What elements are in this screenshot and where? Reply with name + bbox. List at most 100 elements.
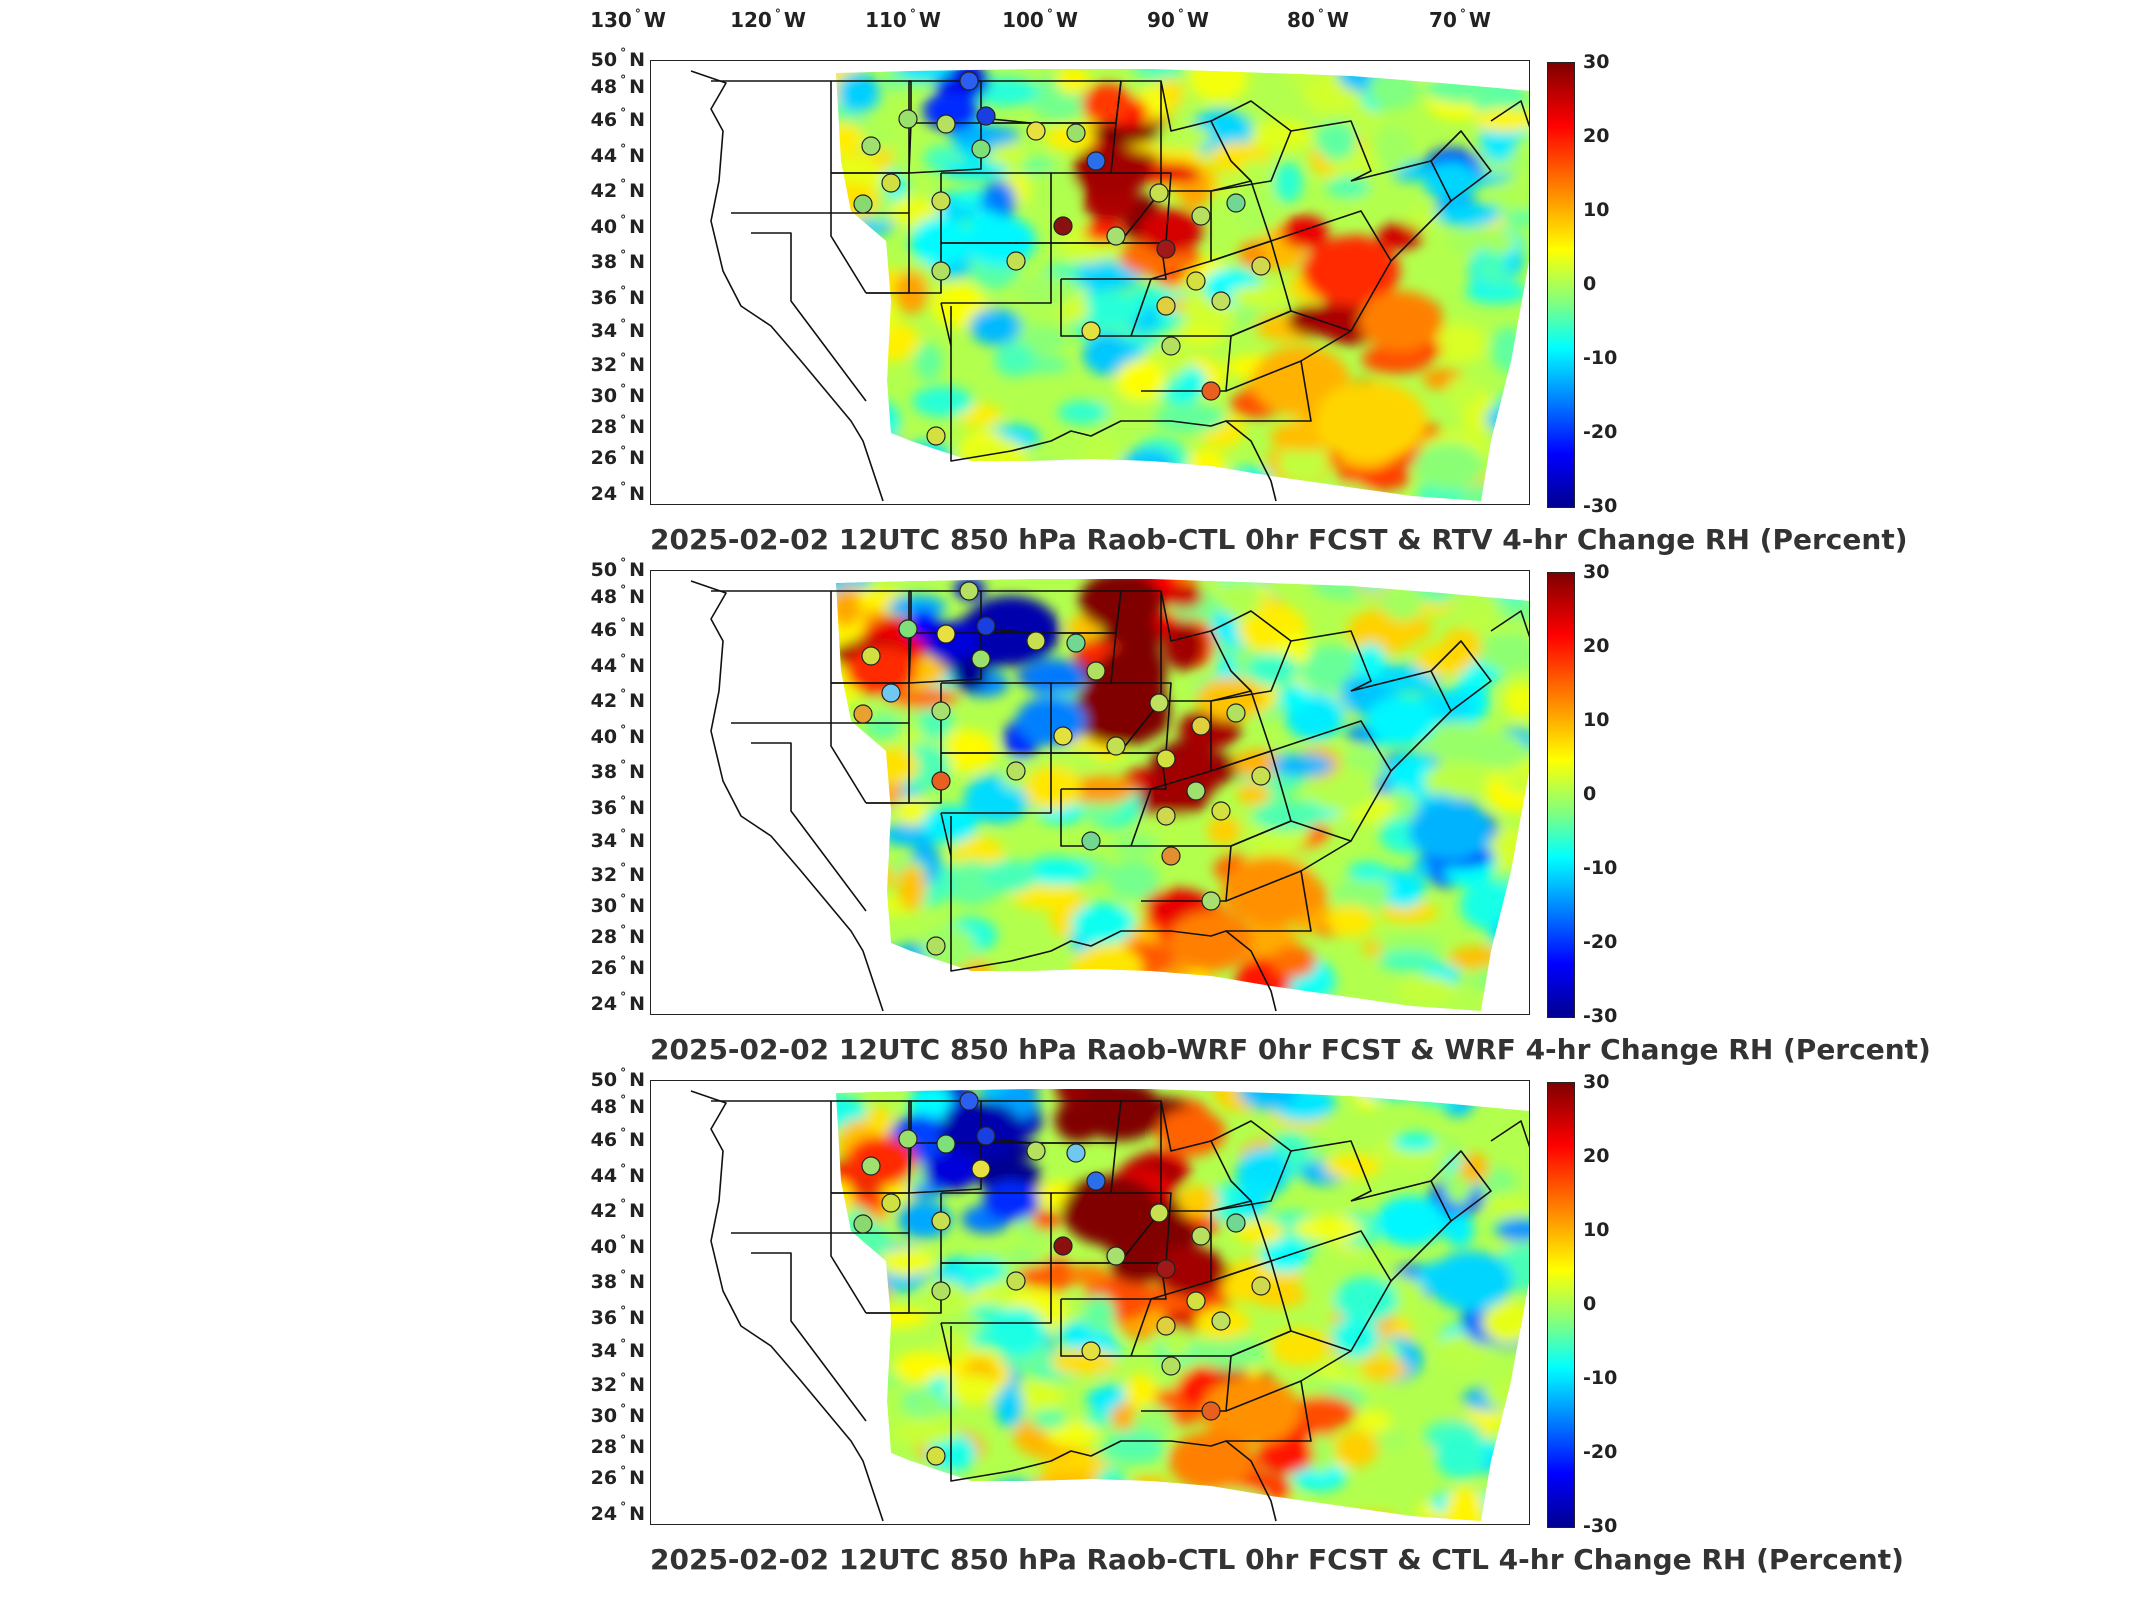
colorbar bbox=[1547, 572, 1575, 1018]
colorbar-tick-label: 20 bbox=[1583, 1145, 1610, 1168]
latitude-label: 48 ° N bbox=[590, 1092, 645, 1118]
map-svg bbox=[690, 579, 1529, 1012]
latitude-label: 28 ° N bbox=[590, 1433, 645, 1459]
boundary-line bbox=[1290, 120, 1372, 182]
field-blob bbox=[836, 429, 855, 463]
field-core bbox=[1376, 1196, 1446, 1246]
boundary-line bbox=[1350, 670, 1452, 772]
field-blob bbox=[1127, 1476, 1172, 1502]
colorbar-tick-label: -10 bbox=[1583, 347, 1618, 370]
field-blob bbox=[1015, 275, 1078, 306]
field-blob bbox=[1447, 228, 1517, 258]
field-blob bbox=[1503, 681, 1529, 719]
boundary-line bbox=[1131, 335, 1232, 392]
field-core bbox=[836, 1286, 886, 1336]
field-blob bbox=[1202, 1488, 1271, 1521]
boundary-line bbox=[866, 173, 942, 294]
field-blob bbox=[1331, 1317, 1380, 1358]
station-marker bbox=[853, 1214, 873, 1234]
field-blob bbox=[836, 464, 871, 486]
field-blob bbox=[1326, 494, 1369, 501]
field-blob bbox=[1501, 479, 1529, 501]
colorbar-tick-label: -20 bbox=[1583, 1440, 1618, 1463]
field-blob bbox=[986, 1479, 1044, 1514]
field-blob bbox=[1486, 1493, 1529, 1521]
boundary-line bbox=[1225, 1380, 1312, 1442]
boundary-line bbox=[1051, 752, 1167, 790]
station-marker bbox=[1086, 1171, 1106, 1191]
boundary-line bbox=[1051, 1262, 1167, 1300]
field-core bbox=[1222, 856, 1320, 926]
station-marker bbox=[1026, 1141, 1046, 1161]
field-blob bbox=[1032, 1470, 1104, 1496]
station-marker bbox=[1156, 239, 1176, 259]
latitude-label: 42 ° N bbox=[590, 687, 645, 713]
field-blob bbox=[997, 1497, 1059, 1521]
latitude-label: 46 ° N bbox=[590, 106, 645, 132]
station-marker bbox=[1066, 1143, 1086, 1163]
latitude-label: 48 ° N bbox=[590, 582, 645, 608]
field-blob bbox=[1472, 732, 1528, 771]
field-blob bbox=[1368, 69, 1420, 110]
field-blob bbox=[864, 400, 900, 441]
colorbar-tick-label: -20 bbox=[1583, 930, 1618, 953]
field-blob bbox=[917, 1467, 959, 1504]
boundary-line bbox=[1051, 242, 1167, 280]
station-marker bbox=[1226, 1213, 1246, 1233]
field-blob bbox=[923, 457, 959, 491]
longitude-label: 90 ° W bbox=[1147, 7, 1209, 32]
field-blob bbox=[1223, 1502, 1290, 1521]
field-blob bbox=[836, 1093, 867, 1129]
boundary-line bbox=[981, 1142, 1117, 1194]
boundary-line bbox=[1131, 845, 1232, 902]
panel-title: 2025-02-02 12UTC 850 hPa Raob-WRF 0hr FC… bbox=[650, 1033, 1931, 1066]
station-marker bbox=[936, 624, 956, 644]
field-core bbox=[1423, 161, 1479, 201]
station-marker bbox=[1066, 633, 1086, 653]
station-marker bbox=[898, 1129, 918, 1149]
station-marker bbox=[1149, 693, 1169, 713]
field-blob bbox=[1029, 980, 1098, 1011]
boundary-line bbox=[1230, 310, 1352, 362]
field-blob bbox=[1515, 367, 1529, 400]
latitude-label: 38 ° N bbox=[590, 1268, 645, 1294]
station-marker bbox=[1053, 726, 1073, 746]
station-marker bbox=[853, 704, 873, 724]
latitude-label: 44 ° N bbox=[590, 141, 645, 167]
colorbar-tick-label: 0 bbox=[1583, 273, 1597, 295]
station-marker bbox=[1081, 831, 1101, 851]
station-marker bbox=[1211, 291, 1231, 311]
field-blob bbox=[1016, 1264, 1082, 1289]
boundary-line bbox=[1270, 1230, 1392, 1352]
boundary-line bbox=[981, 632, 1117, 684]
field-blob bbox=[1178, 325, 1225, 345]
field-blob bbox=[1185, 448, 1226, 483]
field-blob bbox=[1361, 344, 1432, 374]
field-blob bbox=[1353, 1409, 1392, 1434]
panel-title: 2025-02-02 12UTC 850 hPa Raob-CTL 0hr FC… bbox=[650, 1543, 1904, 1576]
field-blob bbox=[1484, 1193, 1529, 1217]
colorbar-tick-label: -30 bbox=[1583, 1515, 1618, 1537]
field-core bbox=[1429, 1251, 1513, 1311]
field-blob bbox=[1124, 1373, 1158, 1410]
field-blob bbox=[1375, 127, 1414, 172]
field-blob bbox=[1082, 83, 1133, 124]
colorbar-tick-label: 0 bbox=[1583, 783, 1597, 805]
field-core bbox=[1409, 801, 1493, 861]
colorbar bbox=[1547, 62, 1575, 508]
station-marker bbox=[1251, 766, 1271, 786]
latitude-label: 36 ° N bbox=[590, 794, 645, 820]
boundary-line bbox=[751, 1252, 867, 1422]
station-marker bbox=[861, 646, 881, 666]
field-blob bbox=[1028, 169, 1076, 212]
field-blob bbox=[990, 140, 1025, 168]
field-core bbox=[1072, 676, 1170, 746]
latitude-label: 42 ° N bbox=[590, 1197, 645, 1223]
field-blob bbox=[836, 900, 879, 937]
station-marker bbox=[1053, 216, 1073, 236]
field-blob bbox=[965, 438, 1029, 478]
field-blob bbox=[1057, 400, 1109, 425]
field-blob bbox=[836, 1180, 854, 1219]
field-blob bbox=[893, 1351, 955, 1384]
field-blob bbox=[1238, 159, 1272, 199]
